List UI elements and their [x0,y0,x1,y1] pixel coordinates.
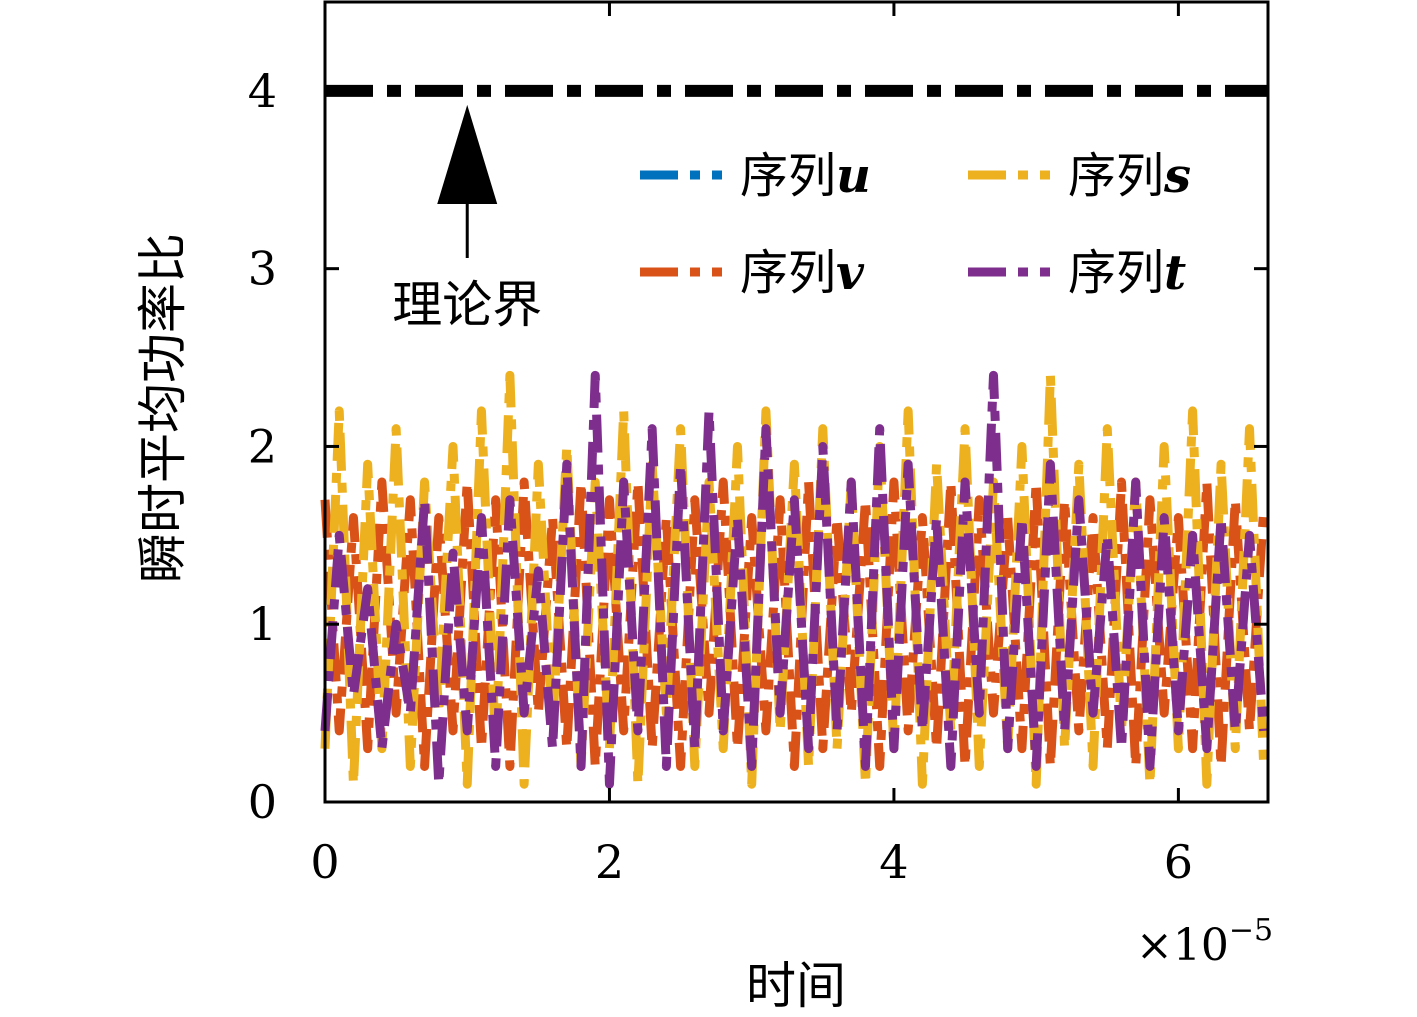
threshold-arrow-head [437,104,498,204]
y-tick-label: 3 [248,242,277,296]
series-line-t [320,370,1269,789]
y-tick-label: 1 [248,597,277,651]
series-line-s [320,370,1269,789]
legend-label-u: 序列u [740,148,871,204]
y-tick-label: 2 [248,419,277,473]
legend-label-s: 序列s [1068,148,1191,204]
plot-frame [323,0,1270,804]
legend-label-v: 序列v [740,245,865,301]
x-axis-multiplier: ×10−5 [1136,913,1273,971]
x-axis-title: 时间 [746,957,846,1015]
x-tick-label: 6 [1164,835,1193,889]
x-tick-label: 2 [595,835,624,889]
threshold-label: 理论界 [392,276,542,334]
x-tick-label: 4 [879,835,908,889]
ticks-layer: 0 2 4 6 0 1 2 3 4 [248,2,1268,889]
x-axis-multiplier-exponent: −5 [1229,913,1273,948]
x-tick-label: 0 [310,835,339,889]
x-axis-multiplier-base: ×10 [1136,920,1229,971]
y-axis-title: 瞬时平均功率比 [134,233,192,583]
y-tick-label: 0 [248,775,277,829]
legend: 序列u 序列s 序列v 序列t [640,148,1191,301]
series-layer [320,370,1269,789]
threshold-layer: 理论界 [325,84,1268,334]
legend-label-t: 序列t [1068,245,1186,301]
series-line-v [320,477,1269,771]
y-tick-label: 4 [248,64,277,118]
